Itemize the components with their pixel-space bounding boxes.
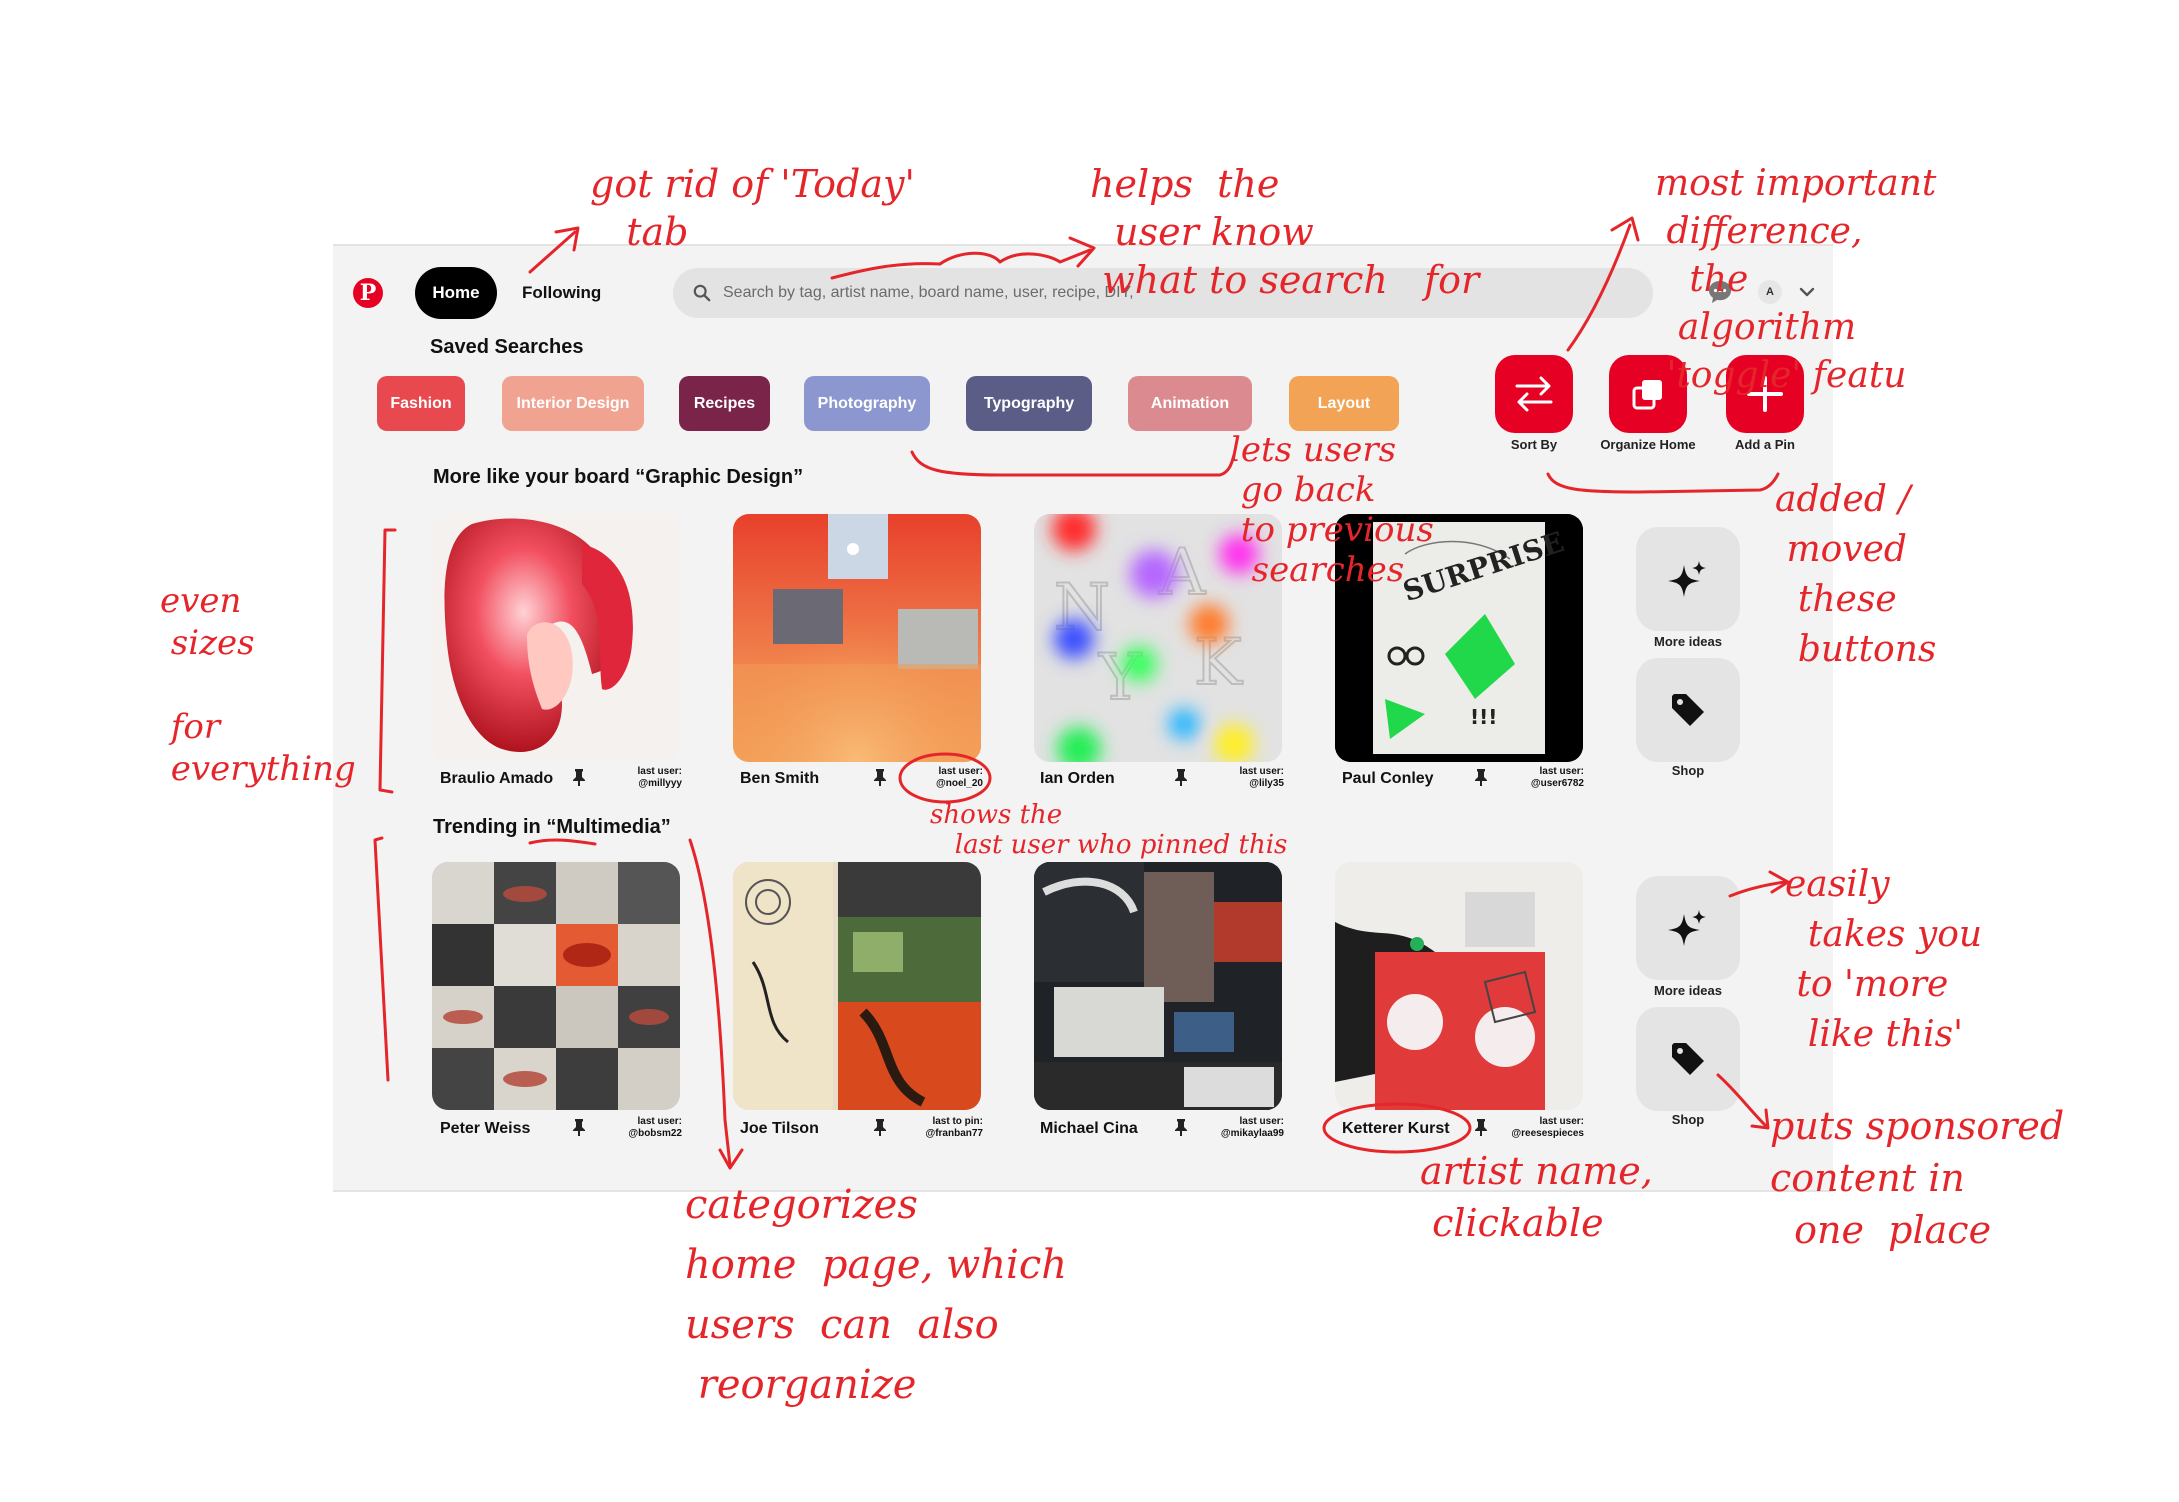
stack-squares-icon <box>1632 380 1662 410</box>
add-pin-label: Add a Pin <box>1735 437 1795 452</box>
last-user-handle[interactable]: @noel_20 <box>936 778 983 789</box>
organize-home-label: Organize Home <box>1600 437 1696 452</box>
annotation-note: lets users go back to previous searches <box>1230 430 1434 590</box>
plus-icon <box>1747 376 1783 412</box>
saved-search-chip[interactable]: Layout <box>1289 376 1399 431</box>
pinterest-logo-icon[interactable]: P <box>353 278 383 308</box>
more-ideas-button[interactable] <box>1636 876 1740 980</box>
tag-icon <box>1672 1043 1704 1075</box>
annotation-note: categorizes home page, which users can a… <box>685 1182 1067 1408</box>
last-user-label: last user: <box>1239 766 1284 777</box>
tab-home[interactable]: Home <box>415 267 497 319</box>
pin-image[interactable] <box>432 514 680 762</box>
pushpin-icon <box>573 1119 585 1136</box>
last-user-handle[interactable]: @franban77 <box>925 1128 983 1139</box>
poster-word: !!! <box>1470 705 1497 729</box>
annotation-note: puts sponsored content in one place <box>1770 1104 2065 1252</box>
last-user-handle[interactable]: @mikaylaa99 <box>1220 1128 1284 1139</box>
shop-label: Shop <box>1671 763 1705 778</box>
organize-home-button[interactable] <box>1609 355 1687 433</box>
add-pin-button[interactable] <box>1726 355 1804 433</box>
annotation-note: most important difference, the algorithm… <box>1655 163 1937 396</box>
more-ideas-label: More ideas <box>1654 983 1722 998</box>
pin-image[interactable] <box>432 862 680 1110</box>
artist-name-link[interactable]: Michael Cina <box>1040 1120 1138 1137</box>
chevron-down-icon[interactable] <box>1797 282 1817 302</box>
artist-name-link[interactable]: Paul Conley <box>1342 770 1434 787</box>
annotation-note: added / moved these buttons <box>1775 479 1937 670</box>
pushpin-icon <box>1475 769 1487 786</box>
annotation-note: helps the user know what to search for <box>1090 162 1480 302</box>
more-ideas-button[interactable] <box>1636 527 1740 631</box>
last-user-label: last user: <box>1539 1116 1584 1127</box>
pin-image[interactable]: SURPRISE !!! <box>1335 514 1583 762</box>
tag-icon <box>1672 694 1704 726</box>
annotation-note: easily takes you to 'more like this' <box>1785 864 1983 1055</box>
annotation-note: even sizes for everything <box>160 581 356 789</box>
more-ideas-label: More ideas <box>1654 634 1722 649</box>
pin-image[interactable] <box>733 862 981 1110</box>
artist-name-link[interactable]: Joe Tilson <box>740 1120 819 1137</box>
swap-arrows-icon <box>1515 376 1553 412</box>
sparkle-icon <box>1668 910 1706 946</box>
pin-image[interactable] <box>1034 862 1282 1110</box>
avatar[interactable]: A <box>1758 280 1782 304</box>
artist-name-link[interactable]: Peter Weiss <box>440 1120 531 1137</box>
last-user-label: last user: <box>637 1116 682 1127</box>
annotation-note: shows the last user who pinned this <box>930 800 1288 860</box>
saved-search-chip[interactable]: Recipes <box>679 376 770 431</box>
shop-button[interactable] <box>1636 1007 1740 1111</box>
artist-name-link[interactable]: Braulio Amado <box>440 770 554 787</box>
pushpin-icon <box>1475 1119 1487 1136</box>
last-user-label: last to pin: <box>932 1116 983 1127</box>
tab-following[interactable]: Following <box>522 283 602 302</box>
shop-label: Shop <box>1671 1112 1705 1127</box>
pin-image[interactable]: N A Y K <box>1034 514 1282 762</box>
section-title: Trending in “Multimedia” <box>433 816 671 838</box>
artist-name-link[interactable]: Ian Orden <box>1040 770 1115 787</box>
sort-by-label: Sort By <box>1510 437 1558 452</box>
last-user-handle[interactable]: @user6782 <box>1530 778 1584 789</box>
chat-icon[interactable] <box>1707 279 1733 305</box>
artist-name-link[interactable]: Ketterer Kurst <box>1342 1120 1450 1137</box>
section-title: More like your board “Graphic Design” <box>433 466 804 488</box>
last-user-label: last user: <box>637 766 682 777</box>
last-user-handle[interactable]: @lily35 <box>1249 778 1284 789</box>
pushpin-icon <box>573 769 585 786</box>
last-user-handle[interactable]: @reesespieces <box>1511 1128 1584 1139</box>
saved-search-chip[interactable]: Interior Design <box>502 376 644 431</box>
sort-by-button[interactable] <box>1495 355 1573 433</box>
last-user-label: last user: <box>938 766 983 777</box>
last-user-handle[interactable]: @millyyy <box>638 778 682 789</box>
annotation-note: got rid of 'Today' tab <box>590 162 915 254</box>
last-user-handle[interactable]: @bobsm22 <box>628 1128 682 1139</box>
pin-image[interactable] <box>1335 862 1583 1110</box>
annotation-note: artist name, clickable <box>1420 1149 1653 1245</box>
artist-name-link[interactable]: Ben Smith <box>740 770 820 787</box>
last-user-label: last user: <box>1239 1116 1284 1127</box>
saved-search-chip[interactable]: Fashion <box>377 376 465 431</box>
saved-searches-title: Saved Searches <box>430 336 584 358</box>
sparkle-icon <box>1668 561 1706 597</box>
pushpin-icon <box>874 1119 886 1136</box>
shop-button[interactable] <box>1636 658 1740 762</box>
saved-search-chip[interactable]: Photography <box>804 376 930 431</box>
pushpin-icon <box>1175 769 1187 786</box>
saved-search-chip[interactable]: Typography <box>966 376 1092 431</box>
saved-search-chip[interactable]: Animation <box>1128 376 1252 431</box>
pin-image[interactable] <box>733 514 981 762</box>
last-user-label: last user: <box>1539 766 1584 777</box>
search-icon <box>693 284 711 302</box>
pushpin-icon <box>1175 1119 1187 1136</box>
pushpin-icon <box>874 769 886 786</box>
search-input[interactable] <box>723 284 1623 302</box>
